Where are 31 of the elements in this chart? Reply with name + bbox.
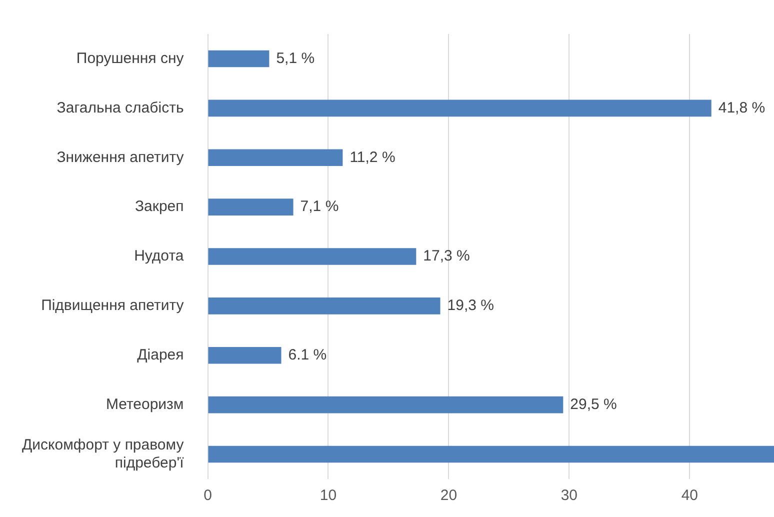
data-label: 17,3 % <box>423 248 470 265</box>
x-tick-label: 30 <box>560 487 578 504</box>
y-tick-label: Підвищення апетиту <box>41 297 184 314</box>
bar <box>208 100 712 117</box>
data-label: 29,5 % <box>570 396 617 413</box>
data-label: 19,3 % <box>447 297 494 314</box>
y-tick-label: Порушення сну <box>76 50 184 67</box>
data-label: 41,8 % <box>718 99 766 116</box>
x-tick-label: 20 <box>440 487 458 504</box>
y-tick-label: Нудота <box>134 248 184 265</box>
y-tick-label: Дискомфорт у правому підребер'ї <box>22 436 185 472</box>
bar <box>208 149 343 166</box>
y-tick-label: Діарея <box>137 346 184 364</box>
bar <box>208 50 270 68</box>
data-label: 6.1 % <box>288 346 327 364</box>
bar <box>208 346 282 364</box>
y-tick-label: Закреп <box>134 198 184 216</box>
x-tick-label: 0 <box>204 487 212 504</box>
bar <box>208 248 416 265</box>
x-tick-label: 40 <box>681 487 698 504</box>
y-tick-label: Загальна слабість <box>56 99 184 116</box>
data-label: 5,1 % <box>276 50 315 67</box>
data-label: 11,2 % <box>350 148 396 166</box>
bar <box>208 198 294 216</box>
data-label: 7,1 % <box>300 198 339 216</box>
bar <box>208 298 440 314</box>
y-tick-label: Метеоризм <box>106 396 184 413</box>
y-tick-label: Зниження апетиту <box>56 148 184 166</box>
x-tick-label: 10 <box>320 487 337 504</box>
bar <box>208 396 564 414</box>
bar <box>208 446 774 463</box>
